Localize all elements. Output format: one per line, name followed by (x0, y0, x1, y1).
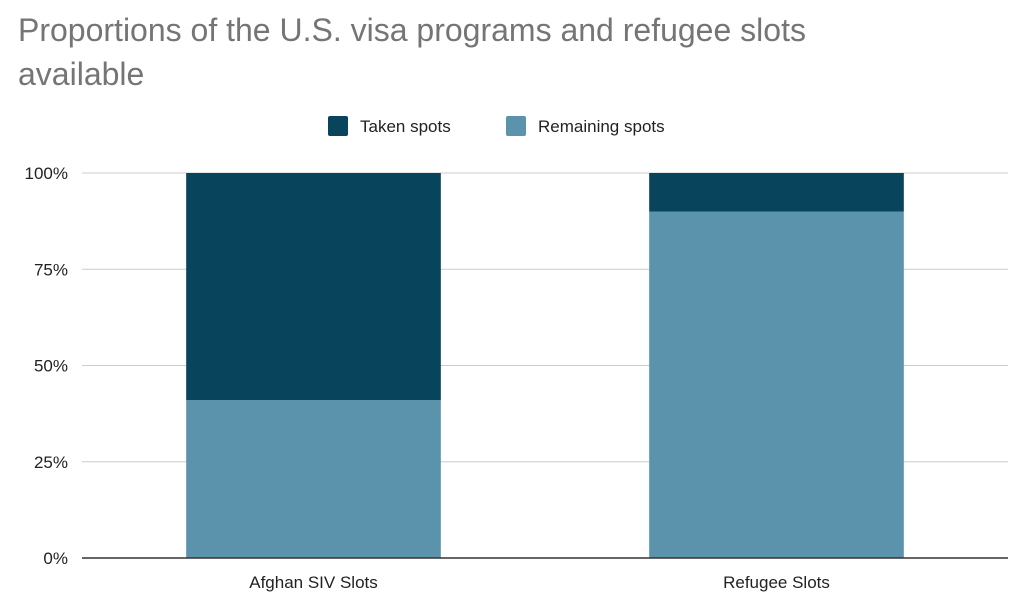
bar-remaining-spots-refugee-slots (649, 211, 904, 558)
x-axis-labels: Afghan SIV Slots Refugee Slots (249, 573, 830, 592)
x-category-label: Refugee Slots (723, 573, 830, 592)
y-tick-label: 25% (34, 453, 68, 472)
legend-label: Remaining spots (538, 117, 665, 136)
y-axis-ticks: 0% 25% 50% 75% 100% (25, 164, 68, 568)
legend-swatch (328, 116, 348, 136)
legend-label: Taken spots (360, 117, 451, 136)
bar-remaining-spots-afghan-siv-slots (186, 400, 441, 558)
bar-taken-spots-refugee-slots (649, 173, 904, 212)
bar-taken-spots-afghan-siv-slots (186, 173, 441, 401)
bars (186, 173, 904, 558)
y-tick-label: 100% (25, 164, 68, 183)
y-tick-label: 75% (34, 260, 68, 279)
legend-swatch (506, 116, 526, 136)
y-tick-label: 0% (43, 549, 68, 568)
legend: Taken spots Remaining spots (328, 116, 665, 136)
y-tick-label: 50% (34, 357, 68, 376)
chart-title: Proportions of the U.S. visa programs an… (18, 12, 806, 92)
x-category-label: Afghan SIV Slots (249, 573, 378, 592)
